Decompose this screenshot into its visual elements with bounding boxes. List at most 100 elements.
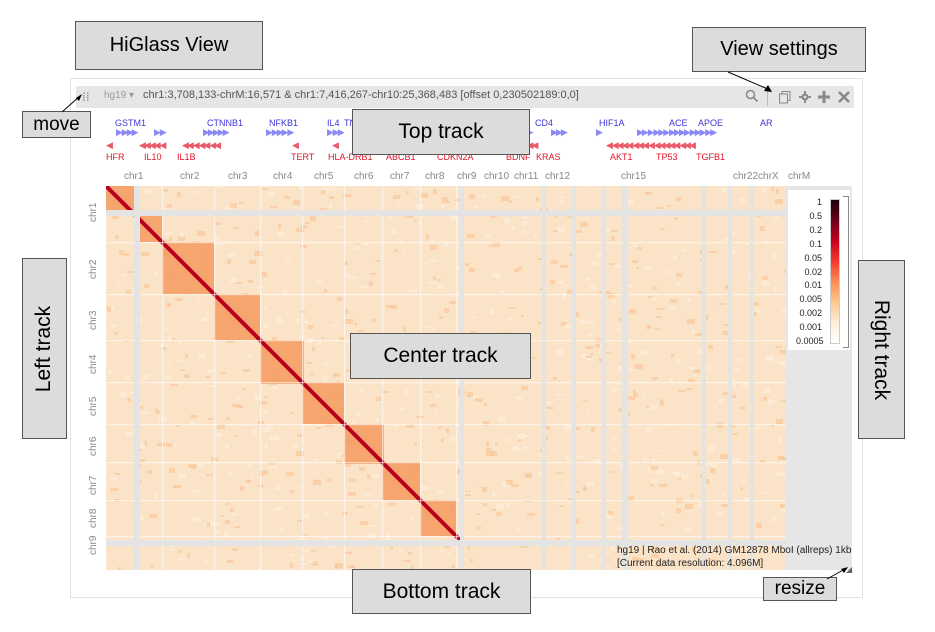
heatmap-texture xyxy=(321,337,324,339)
heatmap-texture xyxy=(262,188,268,190)
heatmap-texture xyxy=(295,318,299,322)
heatmap-texture xyxy=(306,362,312,364)
header-divider xyxy=(767,88,768,106)
heatmap-texture xyxy=(263,410,269,413)
gene-strand-minus: ◀ xyxy=(332,141,339,151)
heatmap-texture xyxy=(175,298,182,301)
close-icon[interactable] xyxy=(838,91,850,103)
heatmap-texture xyxy=(559,280,563,284)
heatmap-texture xyxy=(565,324,571,329)
heatmap-texture xyxy=(439,316,443,319)
heatmap-gap xyxy=(302,186,304,570)
heatmap-texture xyxy=(549,452,553,454)
left-track[interactable]: chr1 chr2 chr3 chr4 chr5 chr6 chr7 chr8 … xyxy=(84,186,104,570)
heatmap-texture xyxy=(559,200,566,203)
heatmap-texture xyxy=(655,328,660,330)
heatmap-texture xyxy=(304,550,311,552)
heatmap-texture xyxy=(595,344,600,347)
heatmap-texture xyxy=(612,448,617,450)
resize-handle-icon[interactable]: ◢ xyxy=(846,565,853,574)
heatmap-texture xyxy=(226,503,229,505)
heatmap-texture xyxy=(485,235,491,237)
heatmap-texture xyxy=(164,329,170,331)
search-icon[interactable] xyxy=(745,89,759,103)
heatmap-texture xyxy=(781,400,786,402)
heatmap-texture xyxy=(586,357,593,360)
heatmap-texture xyxy=(532,357,535,359)
heatmap-texture xyxy=(732,554,739,556)
copy-icon[interactable] xyxy=(779,91,791,104)
heatmap-texture xyxy=(651,479,658,483)
assembly-select[interactable]: hg19 ▾ xyxy=(104,90,135,101)
colorbar-handle[interactable] xyxy=(843,196,849,348)
heatmap-texture xyxy=(657,450,661,452)
heatmap-texture xyxy=(250,475,253,477)
heatmap-texture xyxy=(537,258,545,260)
heatmap-texture xyxy=(138,459,145,462)
heatmap-texture xyxy=(430,327,435,330)
heatmap-texture xyxy=(551,260,558,264)
heatmap-texture xyxy=(390,230,396,234)
heatmap-texture xyxy=(699,502,704,507)
chromosome-label: chr5 xyxy=(88,396,99,416)
heatmap-texture xyxy=(782,309,786,314)
heatmap-texture xyxy=(337,226,344,228)
location-input[interactable]: chr1:3,708,133-chrM:16,571 & chr1:7,416,… xyxy=(143,89,579,101)
heatmap-unmapped-stripe xyxy=(572,186,576,570)
heatmap-texture xyxy=(425,486,430,490)
heatmap-texture xyxy=(123,253,129,256)
gene-strand-plus: ▶▶▶▶▶ xyxy=(203,128,230,138)
heatmap-texture xyxy=(188,464,196,469)
heatmap-gap xyxy=(106,536,786,538)
heatmap-texture xyxy=(393,195,400,199)
heatmap-texture xyxy=(475,398,483,402)
heatmap-texture xyxy=(107,307,111,312)
gear-icon[interactable] xyxy=(799,91,811,103)
heatmap-texture xyxy=(155,409,159,411)
heatmap-texture xyxy=(242,388,246,390)
heatmap-texture xyxy=(778,456,784,458)
heatmap-texture xyxy=(335,564,338,569)
heatmap-texture xyxy=(684,527,691,532)
heatmap-texture xyxy=(588,555,594,558)
heatmap-texture xyxy=(433,276,436,280)
gene-label: AR xyxy=(760,118,773,128)
heatmap-texture xyxy=(686,333,689,335)
heatmap-texture xyxy=(187,468,191,470)
heatmap-texture xyxy=(640,350,647,355)
drag-handle-icon[interactable]: ⁞⁞ xyxy=(82,90,90,104)
heatmap-texture xyxy=(575,230,582,233)
heatmap-texture xyxy=(368,533,375,538)
heatmap-texture xyxy=(110,488,118,491)
heatmap-texture xyxy=(246,464,251,466)
heatmap-texture xyxy=(563,430,567,433)
heatmap-unmapped-stripe xyxy=(622,186,628,570)
plus-icon[interactable] xyxy=(818,91,830,103)
heatmap-texture xyxy=(398,408,405,410)
heatmap-texture xyxy=(779,361,786,365)
heatmap-texture xyxy=(428,282,436,284)
heatmap-texture xyxy=(501,196,509,201)
heatmap-texture xyxy=(296,228,304,232)
gene-label: ABCB1 xyxy=(386,152,416,162)
heatmap-texture xyxy=(522,447,529,449)
heatmap-texture xyxy=(573,427,580,430)
heatmap-texture xyxy=(514,196,520,198)
heatmap-texture xyxy=(310,216,316,221)
heatmap-texture xyxy=(190,415,197,418)
heatmap-texture xyxy=(611,230,618,232)
heatmap-texture xyxy=(324,289,327,293)
heatmap-texture xyxy=(590,285,597,290)
heatmap-texture xyxy=(359,467,365,471)
top-track[interactable]: GSTM1 CTNNB1 NFKB1 IL4 TN CD4 HIF1A ACE … xyxy=(106,112,784,164)
heatmap-texture xyxy=(780,350,786,354)
heatmap-texture xyxy=(386,536,391,540)
heatmap-texture xyxy=(265,444,268,448)
heatmap-texture xyxy=(193,517,201,522)
heatmap-texture xyxy=(635,364,643,369)
heatmap-texture xyxy=(777,547,785,551)
heatmap-texture xyxy=(591,262,599,266)
chromosome-label: chr9 xyxy=(88,535,99,555)
heatmap-texture xyxy=(467,234,475,238)
heatmap-texture xyxy=(141,252,149,256)
